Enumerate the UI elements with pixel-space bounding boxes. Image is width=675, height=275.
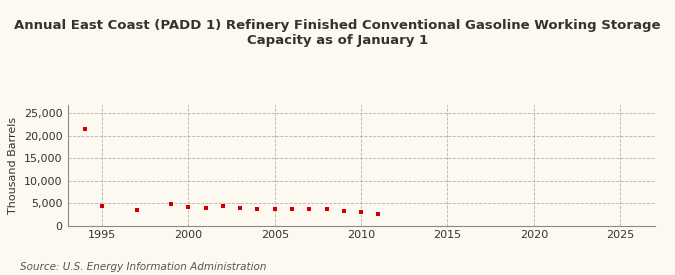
Text: Source: U.S. Energy Information Administration: Source: U.S. Energy Information Administ… (20, 262, 267, 272)
Y-axis label: Thousand Barrels: Thousand Barrels (9, 116, 18, 214)
Text: Annual East Coast (PADD 1) Refinery Finished Conventional Gasoline Working Stora: Annual East Coast (PADD 1) Refinery Fini… (14, 19, 661, 47)
